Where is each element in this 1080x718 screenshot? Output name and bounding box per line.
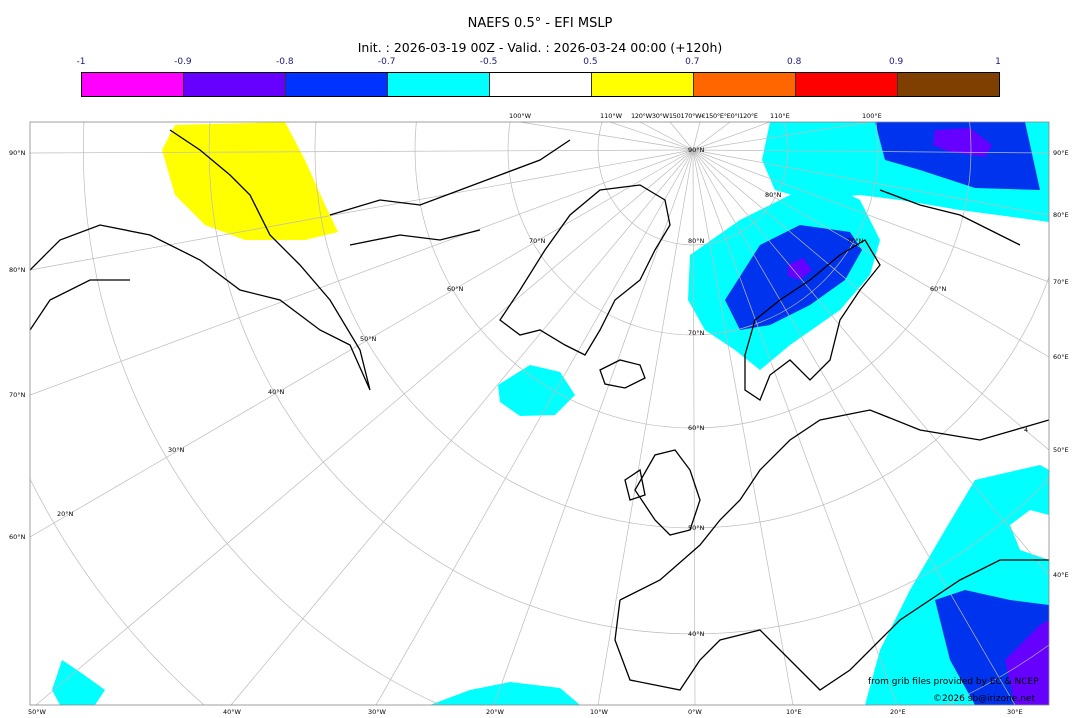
- colorbar-tick-label: 1: [995, 57, 1001, 67]
- graticule: [30, 122, 1049, 705]
- efi-purple-scandinavia: [788, 258, 812, 280]
- lat-label: 70°N: [847, 237, 864, 245]
- coastline-iceland: [599, 359, 646, 389]
- colorbar-tick-label: -0.9: [174, 57, 192, 67]
- efi-purple-southeast: [1005, 620, 1049, 705]
- coastlines: [30, 129, 1049, 691]
- coastline-europe: [614, 409, 1049, 691]
- colorbar-tick-label: -0.7: [377, 57, 396, 67]
- colorbar-tick-label: -1: [76, 57, 86, 67]
- colorbar-tick-label: 0.5: [583, 57, 598, 67]
- right-label: 40°E: [1053, 571, 1069, 579]
- left-label: 60°N: [9, 533, 26, 541]
- efi-shading: [52, 122, 1049, 705]
- efi-yellow-area: [162, 122, 338, 240]
- top-label: 120°W30°W150170°W€150°E°E0°I120°E: [631, 112, 758, 120]
- colorbar-swatch: [490, 73, 592, 96]
- colorbar-swatch: [898, 73, 999, 96]
- lat-label: 60°N: [930, 285, 947, 293]
- top-label: 100°E: [862, 112, 882, 120]
- lat-label: 60°N: [447, 285, 464, 293]
- lat-label: 70°N: [688, 329, 705, 337]
- lat-label: 60°N: [688, 424, 705, 432]
- colorbar-swatch: [286, 73, 388, 96]
- bottom-label: 20°E: [890, 708, 906, 716]
- efi-purple-north: [933, 128, 992, 157]
- colorbar: [81, 72, 1000, 97]
- lat-label: 20°N: [57, 510, 74, 518]
- bottom-label: 10°W: [590, 708, 609, 716]
- coastline-canadian-arctic: [329, 139, 571, 246]
- right-label: 60°E: [1053, 353, 1069, 361]
- right-label: 70°E: [1053, 278, 1069, 286]
- top-label: 110°E: [770, 112, 790, 120]
- top-label: 110°W: [600, 112, 623, 120]
- lat-label: 90°N: [688, 146, 705, 154]
- bottom-label: 0°W: [688, 708, 702, 716]
- lat-label: 80°N: [765, 191, 782, 199]
- right-label: 50°E: [1053, 446, 1069, 454]
- coastline-scandinavia: [744, 239, 881, 401]
- bottom-label: 40°W: [223, 708, 242, 716]
- colorbar-tick-label: -0.8: [275, 57, 294, 67]
- coastline-greenland: [499, 184, 671, 356]
- lat-label: 30°N: [168, 446, 185, 454]
- left-label: 90°N: [9, 149, 26, 157]
- bottom-label: 30°E: [1007, 708, 1023, 716]
- colorbar-swatch: [694, 73, 796, 96]
- colorbar-swatch: [184, 73, 286, 96]
- efi-blue-north: [875, 122, 1040, 190]
- colorbar-tick-label: 0.9: [888, 57, 904, 67]
- colorbar-swatch: [388, 73, 490, 96]
- tick-labels: 50°W 40°W 30°W 20°W 10°W 0°W 10°E 20°E 3…: [9, 112, 1069, 716]
- efi-white-hole: [1010, 510, 1049, 560]
- colorbar-swatch: [592, 73, 694, 96]
- lat-label: 50°N: [688, 524, 705, 532]
- right-label: 90°E: [1053, 149, 1069, 157]
- map-subtitle: Init. : 2026-03-19 00Z - Valid. : 2026-0…: [357, 40, 723, 55]
- lat-label: 80°N: [688, 237, 705, 245]
- copyright-text: ©2026 sb@irizone.net: [933, 694, 1035, 704]
- lat-label: 50°N: [360, 335, 377, 343]
- colorbar-tick-label: 0.8: [787, 57, 802, 67]
- colorbar-tick-label: 0.7: [685, 57, 700, 67]
- lat-label: 40°N: [268, 388, 285, 396]
- lat-label: 40°N: [688, 630, 705, 638]
- credit-text: from grib files provided by EC & NCEP: [868, 677, 1039, 687]
- map-title: NAEFS 0.5° - EFI MSLP: [467, 16, 613, 31]
- top-label: 100°W: [509, 112, 532, 120]
- lat-label: 70°N: [529, 237, 546, 245]
- efi-cyan-iceland-south: [498, 365, 575, 416]
- efi-cyan-southwest: [52, 660, 105, 705]
- bottom-label: 20°W: [486, 708, 505, 716]
- efi-cyan-south: [430, 682, 580, 705]
- coastline-north-america: [30, 129, 371, 391]
- lat-label: 4: [1024, 426, 1028, 434]
- bottom-label: 50°W: [28, 708, 47, 716]
- coastline-novaya-zemlya: [879, 189, 1021, 246]
- bottom-label: 10°E: [786, 708, 802, 716]
- coastline-british-isles: [624, 449, 701, 536]
- bottom-label: 30°W: [368, 708, 387, 716]
- right-label: 80°E: [1053, 211, 1069, 219]
- colorbar-tick-label: -0.5: [479, 57, 498, 67]
- left-label: 80°N: [9, 266, 26, 274]
- colorbar-swatch: [82, 73, 184, 96]
- colorbar-swatch: [796, 73, 898, 96]
- left-label: 70°N: [9, 391, 26, 399]
- map-frame: [29, 121, 1050, 706]
